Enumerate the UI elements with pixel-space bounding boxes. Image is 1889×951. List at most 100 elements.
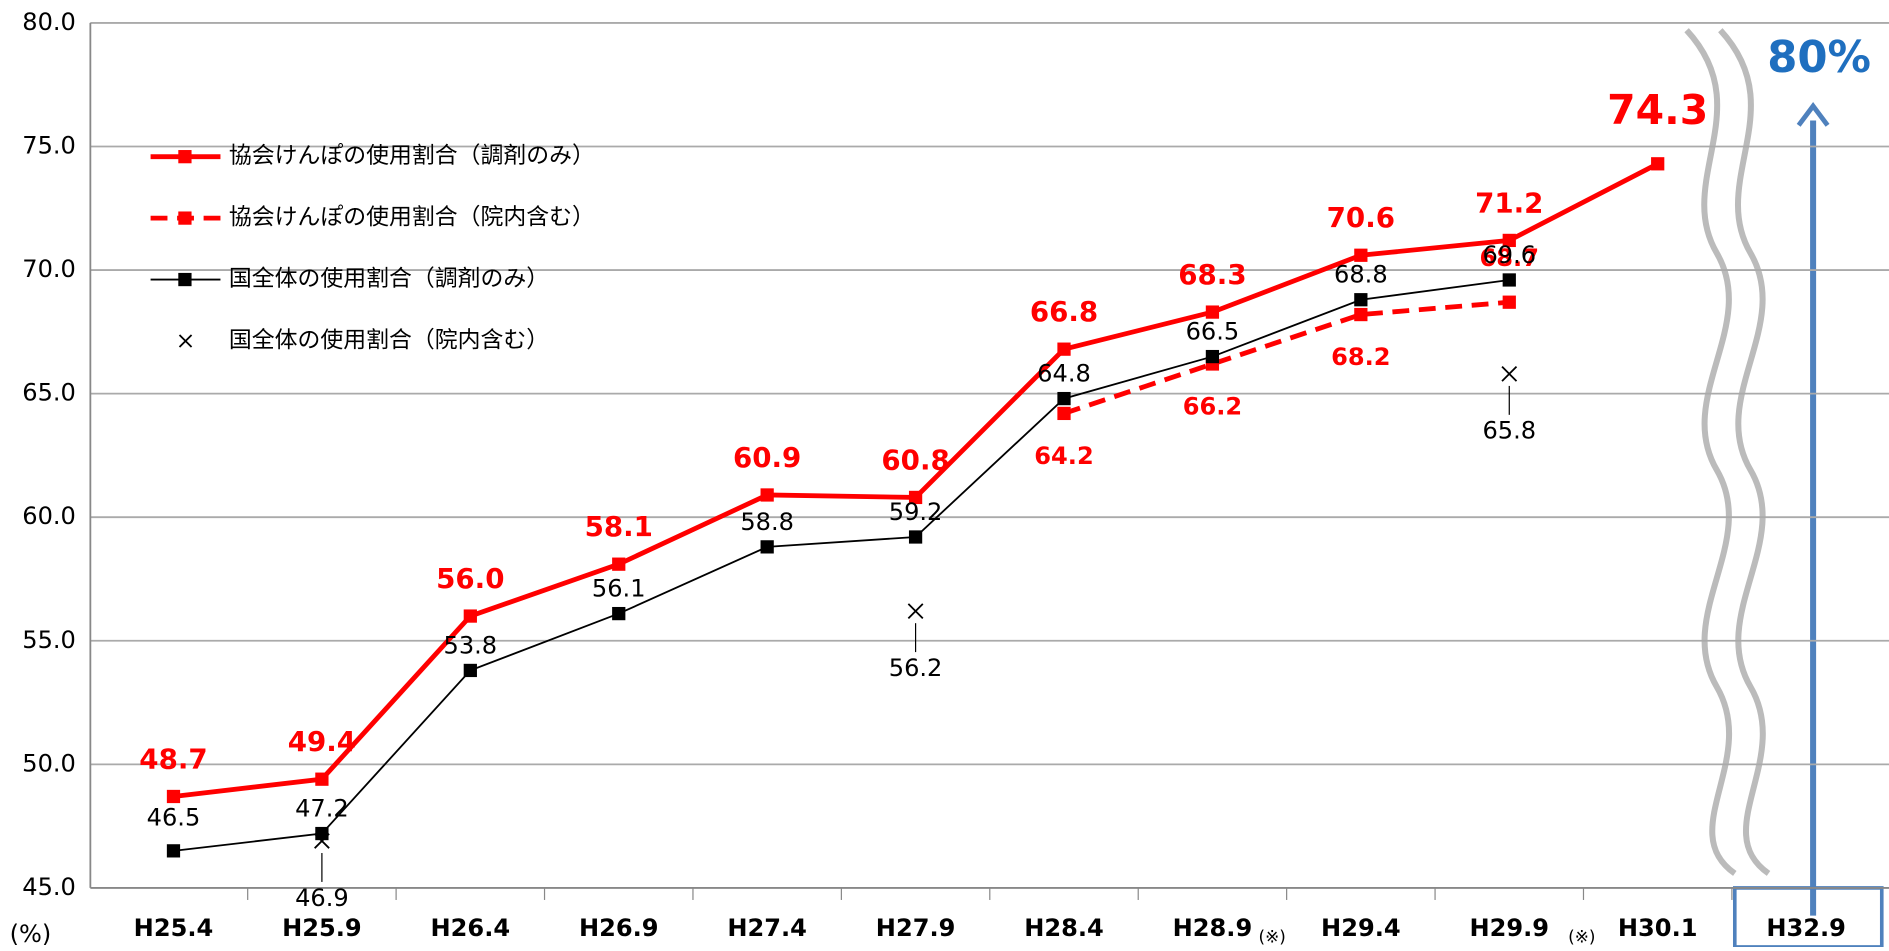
x-tick-label: H28.4 bbox=[1024, 914, 1104, 942]
x-tick-label: H27.4 bbox=[727, 914, 807, 942]
data-label: 66.2 bbox=[1183, 392, 1242, 420]
data-label: 49.4 bbox=[288, 725, 356, 758]
y-tick-label: 65.0 bbox=[22, 379, 76, 407]
series-line bbox=[173, 161, 1659, 799]
point bbox=[1057, 342, 1071, 356]
data-label: 56.1 bbox=[592, 575, 646, 603]
point bbox=[1354, 248, 1368, 262]
point bbox=[1057, 406, 1071, 421]
arrow-head bbox=[1796, 102, 1830, 127]
data-label: 70.6 bbox=[1327, 201, 1395, 234]
y-tick-label: 70.0 bbox=[22, 255, 76, 283]
x-tick-label: H26.9 bbox=[579, 914, 659, 942]
legend-item: 協会けんぽの使用割合（院内含む） bbox=[150, 205, 595, 231]
data-label: 68.8 bbox=[1334, 261, 1388, 289]
point bbox=[1501, 366, 1518, 382]
data-label: 68.7 bbox=[1480, 244, 1539, 272]
data-label: 56.0 bbox=[436, 562, 504, 595]
legend-label: 協会けんぽの使用割合（調剤のみ） bbox=[229, 143, 595, 169]
point bbox=[166, 844, 181, 858]
data-label: 68.2 bbox=[1331, 343, 1390, 371]
point bbox=[463, 663, 477, 678]
x-tick-label: H26.4 bbox=[431, 914, 511, 942]
legend-item: 協会けんぽの使用割合（調剤のみ） bbox=[150, 143, 595, 169]
legend-swatch bbox=[178, 334, 193, 348]
point bbox=[1502, 233, 1516, 248]
point bbox=[908, 530, 923, 544]
legend-item: 国全体の使用割合（調剤のみ） bbox=[150, 266, 549, 292]
data-label: 66.8 bbox=[1030, 295, 1098, 328]
note: (※) bbox=[1568, 926, 1595, 946]
series-line bbox=[1063, 299, 1510, 416]
break bbox=[1684, 28, 1771, 876]
data-label: 58.1 bbox=[585, 510, 653, 543]
data-label: 48.7 bbox=[139, 742, 207, 775]
data-label: 53.8 bbox=[444, 631, 498, 659]
series: 48.7 49.4 56.0 58.1 60.9 60.8 66.8 68.3 70.6 71.2… bbox=[139, 86, 1708, 804]
point bbox=[612, 557, 626, 571]
target-label: 80% bbox=[1767, 33, 1871, 83]
legend-item: 国全体の使用割合（院内含む） bbox=[178, 327, 549, 353]
x-tick-label: H28.9 bbox=[1173, 914, 1253, 942]
data-label: 56.2 bbox=[889, 654, 943, 682]
series: 46.5 47.2 53.8 56.1 58.8 59.2 64.8 66.5 68.8 69.6 bbox=[147, 241, 1536, 858]
legend-label: 国全体の使用割合（院内含む） bbox=[229, 327, 549, 353]
point bbox=[1651, 157, 1665, 171]
y-tick-label: 55.0 bbox=[22, 626, 76, 654]
point bbox=[1205, 305, 1220, 319]
data-label: 66.5 bbox=[1186, 317, 1240, 345]
data-label: 64.2 bbox=[1034, 442, 1093, 470]
y-tick-label: 75.0 bbox=[22, 132, 76, 160]
data-label: 71.2 bbox=[1475, 186, 1543, 219]
legend-swatch bbox=[178, 272, 192, 287]
point bbox=[315, 772, 329, 786]
series-line bbox=[173, 279, 1510, 852]
data-label: 65.8 bbox=[1482, 417, 1536, 445]
point bbox=[612, 606, 626, 621]
data-label: 60.9 bbox=[733, 441, 801, 474]
point bbox=[315, 826, 329, 841]
y-tick-label: 50.0 bbox=[22, 749, 76, 777]
data-label: 60.8 bbox=[881, 443, 949, 476]
point bbox=[1502, 273, 1516, 287]
legend-label: 協会けんぽの使用割合（院内含む） bbox=[229, 205, 595, 231]
data-label: 74.3 bbox=[1607, 86, 1708, 134]
y-tick-label: 45.0 bbox=[22, 873, 76, 901]
x-tick-label: H29.9 bbox=[1469, 914, 1549, 942]
data-label: 68.3 bbox=[1178, 258, 1246, 291]
x-tick-label: H27.9 bbox=[876, 914, 956, 942]
data-label: 47.2 bbox=[295, 794, 349, 822]
point bbox=[1502, 295, 1516, 309]
legend-swatch bbox=[178, 211, 192, 225]
point bbox=[1354, 307, 1368, 322]
point bbox=[1057, 391, 1071, 406]
point bbox=[1205, 349, 1220, 364]
point bbox=[908, 490, 923, 505]
x-tick-label: H29.4 bbox=[1321, 914, 1401, 942]
point bbox=[760, 488, 774, 502]
point bbox=[1354, 293, 1368, 307]
x-tick-label: H30.1 bbox=[1618, 914, 1698, 942]
series: 46.9 56.2 65.8 bbox=[295, 366, 1536, 912]
legend-swatch bbox=[178, 150, 192, 164]
data-label: 46.9 bbox=[295, 884, 349, 912]
point bbox=[760, 540, 774, 554]
point bbox=[463, 609, 477, 623]
point bbox=[166, 789, 181, 804]
y-tick-label: 60.0 bbox=[22, 502, 76, 530]
note: (※) bbox=[1259, 926, 1286, 946]
data-label: 59.2 bbox=[889, 498, 943, 526]
data-label: 46.5 bbox=[147, 803, 201, 831]
data-label: 64.8 bbox=[1037, 359, 1091, 387]
point bbox=[907, 603, 924, 619]
x-tick-label: H32.9 bbox=[1766, 914, 1846, 942]
series: 64.2 66.2 68.2 68.7 bbox=[1034, 244, 1539, 470]
legend-label: 国全体の使用割合（調剤のみ） bbox=[229, 266, 549, 292]
x-tick-label: H25.4 bbox=[134, 914, 214, 942]
point bbox=[314, 833, 330, 849]
data-label: 69.6 bbox=[1482, 241, 1536, 269]
data-label: 58.8 bbox=[740, 508, 794, 536]
x-tick-label: H25.9 bbox=[282, 914, 362, 942]
y-unit: (%) bbox=[10, 920, 52, 947]
